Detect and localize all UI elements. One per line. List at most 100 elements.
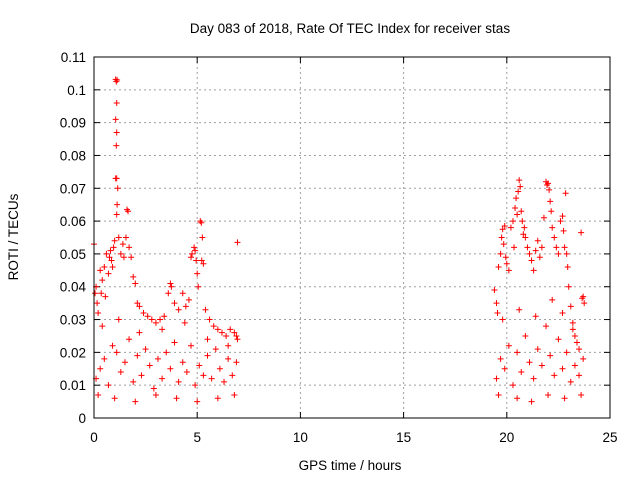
data-point [200,372,207,379]
data-point [227,326,234,333]
y-tick-label: 0 [78,411,86,426]
data-point [134,300,141,307]
data-point [113,99,120,106]
data-point [528,398,535,405]
y-tick-label: 0.09 [60,116,86,131]
data-point [117,250,124,257]
data-point [505,267,512,274]
data-point [501,223,508,230]
data-point [101,355,108,362]
data-point [540,214,547,221]
axis-ticks: 0 0.01 0.02 0.03 0.04 0.05 0.06 0.07 0.08 0.09 0.1… [60,50,618,445]
data-point [546,186,553,193]
data-point [497,355,504,362]
data-point [501,365,508,372]
data-point [576,346,583,353]
data-point [103,250,110,257]
data-point [115,316,122,323]
data-point [192,247,199,254]
data-point [92,290,99,297]
data-point [109,264,116,271]
data-point [121,359,128,366]
data-point [526,359,533,366]
data-point [559,309,566,316]
data-point [105,382,112,389]
data-point [573,339,580,346]
data-point [132,280,139,287]
data-point [514,211,521,218]
data-point [173,395,180,402]
data-point [114,76,121,83]
data-point [113,211,120,218]
data-point [495,392,502,399]
grid-lines [94,57,610,418]
data-point [150,385,157,392]
data-point [182,303,189,310]
data-point [214,326,221,333]
data-point [171,339,178,346]
data-point [516,306,523,313]
data-point [516,177,523,184]
data-point [534,346,541,353]
data-point [500,241,507,248]
data-point [562,190,569,197]
data-point [109,342,116,349]
data-point [179,290,186,297]
data-point [214,395,221,402]
data-point [578,229,585,236]
data-point [120,254,127,261]
data-point [167,365,174,372]
y-axis-label: ROTI / TECUs [6,193,21,280]
data-point [547,352,554,359]
data-point [95,309,102,316]
data-point [115,234,122,241]
data-point [543,323,550,330]
data-point [223,332,230,339]
x-tick-label: 5 [193,430,201,445]
data-points [91,76,588,405]
y-tick-label: 0.07 [60,181,86,196]
data-point [567,303,574,310]
data-point [146,362,153,369]
data-point [140,309,147,316]
data-point [99,323,106,330]
data-point [198,219,205,226]
data-point [136,329,143,336]
data-point [159,375,166,382]
data-point [130,378,137,385]
data-point [206,316,213,323]
data-point [126,244,133,251]
y-tick-label: 0.03 [60,313,86,328]
data-point [503,260,510,267]
data-point [125,208,132,215]
data-point [559,213,566,220]
data-point [119,241,126,248]
data-point [561,395,568,402]
data-point [505,342,512,349]
data-point [507,224,514,231]
x-tick-label: 10 [293,430,308,445]
data-point [551,234,558,241]
data-point [204,336,211,343]
data-point [571,362,578,369]
data-point [563,250,570,257]
data-point [545,392,552,399]
data-point [168,283,175,290]
data-point [561,244,568,251]
data-point [179,359,186,366]
data-point [199,234,206,241]
data-point [234,336,241,343]
data-point [112,116,119,123]
data-point [493,375,500,382]
data-point [165,290,172,297]
data-point [130,273,137,280]
data-point [522,234,529,241]
data-point [113,129,120,136]
data-point [111,395,118,402]
data-point [105,270,112,277]
data-point [101,264,108,271]
x-tick-label: 25 [602,430,617,445]
data-point [132,398,139,405]
data-point [551,372,558,379]
data-point [225,355,232,362]
